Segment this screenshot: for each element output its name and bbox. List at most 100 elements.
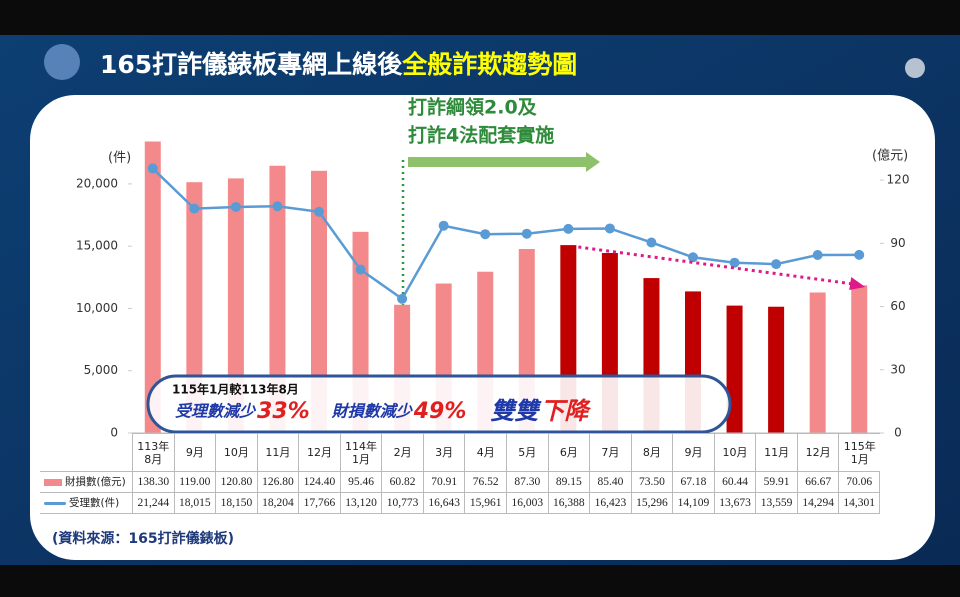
glow [44,44,80,80]
table-value: 120.80 [215,471,257,492]
arrow [408,157,586,167]
bar [227,178,244,433]
marker [230,201,241,212]
x-tick-label: 3月 [422,433,465,471]
table-value: 59.91 [755,471,797,492]
marker [688,252,698,263]
y2-tick-label: 60 [890,299,905,313]
table-value: 10,773 [381,492,423,513]
legend-entry: 受理數(件) [40,492,132,513]
x-tick-label: 114年 1月 [339,433,382,471]
x-tick-label: 113年 8月 [132,433,174,471]
legend-label: 財損數(億元) [65,475,126,488]
table-value: 18,150 [215,492,257,513]
table-value: 16,003 [506,492,548,513]
arrow-head [586,152,600,172]
marker [563,223,574,234]
x-tick-label: 11月 [256,433,299,471]
table-value: 89.15 [547,471,590,492]
table-value: 119.00 [173,471,216,492]
x-tick-label: 12月 [796,433,839,471]
x-tick-label: 9月 [173,433,216,471]
callout-text: 49% [413,399,467,424]
x-tick-label: 8月 [630,433,673,471]
table-value: 124.40 [298,471,340,492]
trend-arrow [578,245,854,286]
marker [812,249,823,260]
table-border [40,513,880,514]
table-value: 13,559 [755,492,797,513]
bar [768,306,785,433]
glow [905,58,925,78]
table-value: 67.18 [672,471,714,492]
title: 165打詐儀錶板專網上線後 [100,50,403,79]
y-tick-label: 10,000 [76,301,118,315]
legend-swatch [44,501,66,505]
marker [397,293,408,304]
marker [272,201,283,212]
table-value: 85.40 [589,471,631,492]
callout-text: 33% [257,399,310,424]
y2-tick-label: 0 [894,426,902,440]
y-axis-label: (件) [108,151,131,166]
legend-entry: 財損數(億元) [40,471,132,492]
marker [314,206,324,217]
trend-arrow-head [849,277,866,290]
x-tick-label: 4月 [464,433,506,471]
table-value: 18,015 [173,492,216,513]
x-tick-label: 7月 [589,433,631,471]
table-value: 60.44 [713,471,756,492]
table-value: 95.46 [339,471,382,492]
x-tick-label: 6月 [547,433,590,471]
table-value: 17,766 [298,492,340,513]
bar [269,165,286,433]
marker [147,163,158,174]
y-tick-label: 0 [110,426,118,440]
table-value: 14,301 [838,492,880,513]
title-highlight: 全般詐欺趨勢圖 [401,50,577,79]
table-value: 14,109 [672,492,714,513]
table-value: 14,294 [796,492,839,513]
callout-heading: 115年1月較113年8月 [172,382,299,397]
y2-tick-label: 30 [890,362,905,376]
marker [771,259,782,270]
table-value: 16,388 [547,492,590,513]
table-value: 60.82 [381,471,423,492]
y2-tick-label: 90 [890,236,905,250]
bar [144,141,161,433]
marker [438,220,449,231]
x-tick-label: 9月 [672,433,714,471]
y2-axis-label: (億元) [872,148,908,164]
annotation: 打詐綱領2.0及 [408,96,538,119]
marker [189,203,200,214]
x-tick-label: 12月 [298,433,340,471]
bar [186,182,203,433]
table-value: 70.91 [422,471,465,492]
legend-swatch [44,478,62,486]
y-tick-label: 5,000 [84,363,118,377]
annotation: 打詐4法配套實施 [408,124,554,147]
x-tick-label: 11月 [755,433,797,471]
table-value: 16,643 [422,492,465,513]
table-value: 73.50 [630,471,673,492]
table-value: 15,961 [464,492,506,513]
source: (資料來源：165打詐儀錶板) [52,530,234,547]
callout-box [146,374,732,434]
legend-label: 受理數(件) [69,496,120,509]
callout-text: 雙雙 [490,397,542,425]
bar [809,292,826,433]
bar [311,170,327,433]
marker [355,264,366,275]
table-value: 18,204 [256,492,299,513]
marker [480,229,491,240]
x-tick-label: 5月 [506,433,548,471]
callout-text: 下降 [540,397,591,425]
line [151,167,860,301]
table-value: 76.52 [464,471,506,492]
callout-text: 財損數減少 [331,402,414,421]
table-value: 15,296 [630,492,673,513]
table-value: 138.30 [132,471,174,492]
marker [729,257,740,268]
table-value: 66.67 [796,471,839,492]
